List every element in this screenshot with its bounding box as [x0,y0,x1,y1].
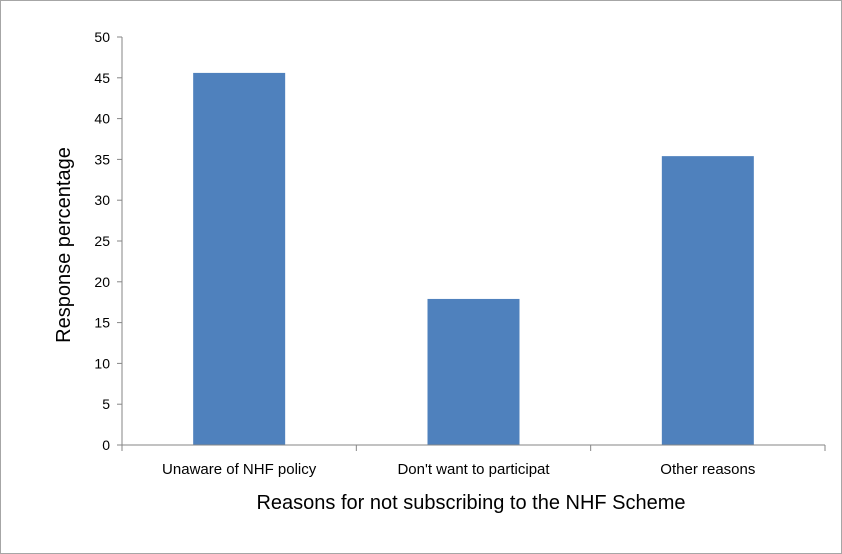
y-axis-ticks: 0 5 10 15 20 25 30 35 40 45 50 [94,29,122,453]
y-tick-label: 5 [102,396,110,412]
category-label: Other reasons [660,461,755,478]
y-tick-label: 25 [94,233,110,249]
category-label: Don't want to participat [397,461,550,478]
y-tick-label: 20 [94,274,110,290]
bars [193,72,754,446]
bar [193,72,286,446]
bar [427,298,520,445]
y-tick-label: 0 [102,437,110,453]
y-tick-label: 15 [94,315,110,331]
y-tick-label: 35 [94,151,110,167]
y-axis-title: Response percentage [53,147,75,343]
category-labels: Unaware of NHF policy Don't want to parti… [162,461,755,478]
y-tick-label: 50 [94,29,110,45]
y-tick-label: 10 [94,355,110,371]
category-label: Unaware of NHF policy [162,461,317,478]
bar [661,156,754,446]
y-tick-label: 45 [94,70,110,86]
x-axis-ticks [121,445,826,451]
y-tick-label: 30 [94,192,110,208]
x-axis-title: Reasons for not subscribing to the NHF S… [256,492,685,514]
y-tick-label: 40 [94,111,110,127]
